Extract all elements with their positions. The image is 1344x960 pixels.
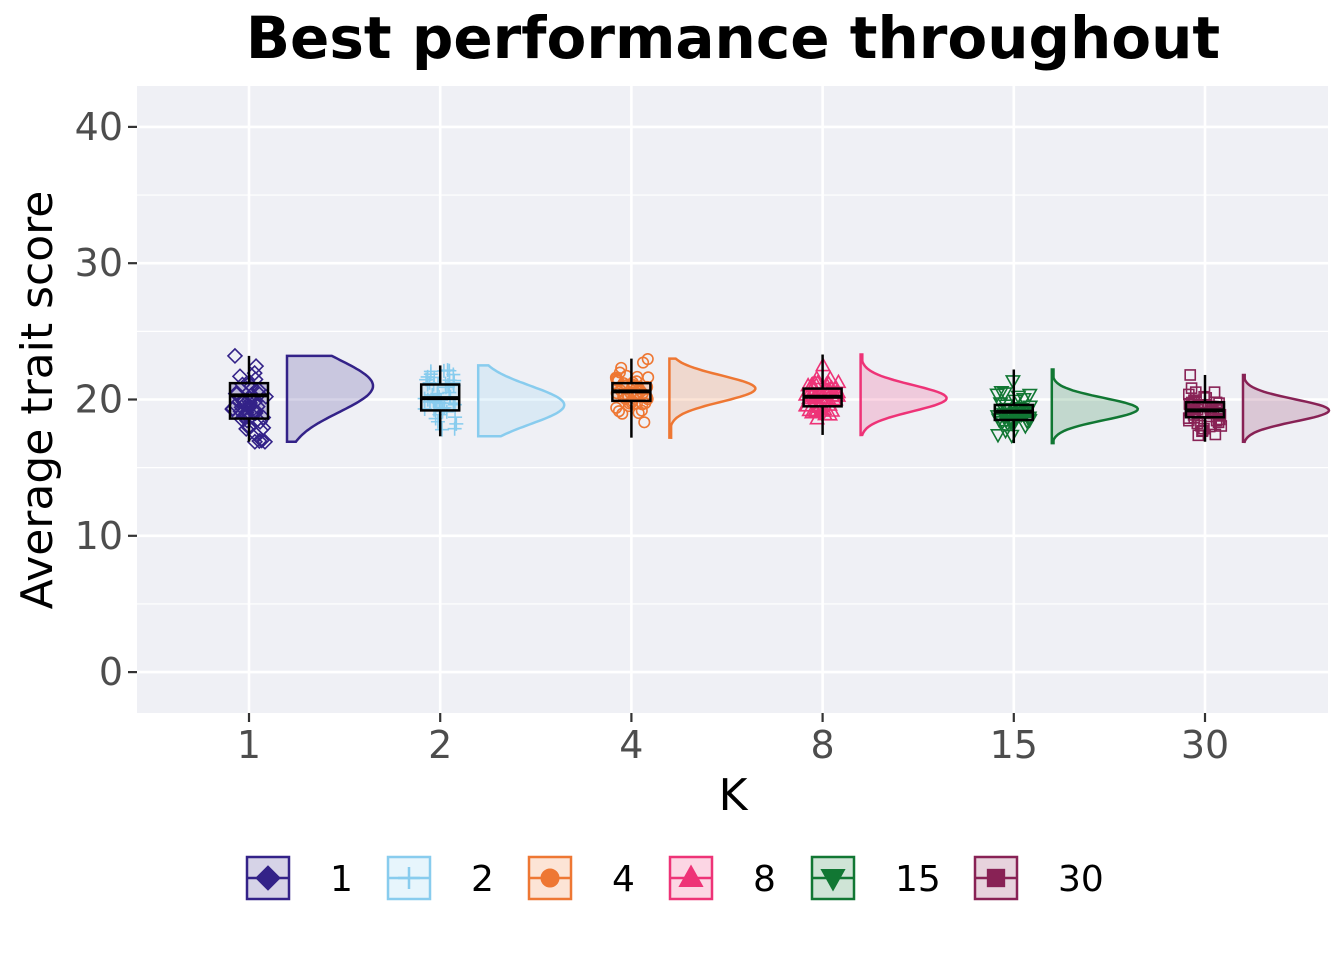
x-tick-label: 8 [811,723,835,767]
density-cloud-1 [285,354,375,444]
marker-triangle-down [989,429,1006,444]
legend-item-1: 1 [245,855,353,901]
marker-diamond [235,391,252,409]
marker-triangle-down [993,386,1010,401]
marker-triangle-down [994,416,1011,431]
marker-triangle-down [999,417,1016,432]
marker-triangle-down [989,388,1006,403]
chart-title: Best performance throughout [246,4,1220,72]
y-axis-label: Average trait score [12,191,63,610]
marker-plus [440,363,455,378]
marker-square [1196,425,1208,438]
marker-square [1215,420,1228,432]
marker-triangle-up [678,864,704,887]
box-1 [228,381,270,420]
marker-triangle-down [1007,394,1024,409]
marker-plus [448,410,463,425]
marker-triangle-up [806,402,823,417]
marker-triangle-up [821,396,838,411]
marker-plus [398,867,420,889]
marker-circle [632,406,645,420]
legend: 1 2 4 8 15 30 [245,855,1104,901]
legend-label: 4 [612,859,635,900]
marker-triangle-down [998,402,1015,418]
marker-plus [422,375,437,390]
marker-triangle-up [824,402,841,417]
marker-plus [449,416,464,431]
marker-square [1209,428,1222,441]
marker-diamond [251,432,268,450]
y-tick-label: 20 [75,378,123,422]
marker-circle [540,868,560,888]
marker-plus [430,414,445,429]
marker-diamond [235,407,253,424]
marker-triangle-down [820,869,846,892]
marker-diamond [246,401,263,419]
legend-item-4: 4 [527,855,635,901]
legend-label: 1 [330,859,353,900]
density-cloud-8 [859,353,948,437]
density-cloud-2 [476,364,566,438]
marker-triangle-down [1008,407,1025,422]
legend-item-30: 30 [973,855,1104,901]
x-axis-label: K [719,770,749,821]
density-cloud-15 [1050,368,1140,445]
density-cloud-4 [668,357,757,439]
marker-circle [612,405,626,418]
legend-label: 8 [753,859,776,900]
x-axis: 1 2 4 8 15 30 [237,713,1229,767]
marker-diamond [233,410,250,428]
y-tick-label: 30 [75,241,123,285]
boxplots [228,354,1226,444]
marker-plus [434,422,449,437]
marker-diamond [253,432,270,449]
density-cloud-30 [1241,373,1331,444]
marker-plus [438,380,453,395]
marker-square [1184,369,1197,381]
marker-diamond [256,433,274,450]
x-tick-label: 4 [619,723,643,767]
marker-triangle-down [1015,392,1032,408]
marker-circle [637,356,650,369]
legend-item-8: 8 [668,855,776,901]
marker-diamond [226,347,244,365]
y-tick-label: 0 [99,650,123,694]
legend-item-2: 2 [386,855,494,901]
marker-square [1192,429,1205,442]
legend-label: 30 [1058,859,1104,900]
x-tick-label: 1 [237,723,261,767]
y-tick-label: 10 [75,514,123,558]
marker-square [986,868,1006,888]
density-clouds [285,353,1331,445]
marker-diamond [255,865,281,891]
marker-circle [616,407,629,420]
marker-triangle-down [1021,388,1038,404]
marker-diamond [247,426,265,443]
x-tick-label: 2 [428,723,452,767]
marker-circle [638,416,651,429]
marker-triangle-down [1019,415,1036,430]
x-tick-label: 30 [1181,723,1229,767]
x-tick-label: 15 [990,723,1038,767]
marker-square [1189,386,1202,398]
legend-label: 15 [895,859,941,900]
marker-triangle-up [822,369,839,385]
y-axis: 0 10 20 30 40 [75,105,137,694]
marker-square [1208,386,1221,399]
legend-item-15: 15 [810,855,941,901]
legend-label: 2 [471,859,494,900]
marker-triangle-up [808,369,825,385]
marker-circle [623,397,636,410]
marker-diamond [241,394,259,412]
y-tick-label: 40 [75,105,123,149]
marker-diamond [224,401,241,418]
marker-circle [635,404,648,417]
marker-square [1185,382,1198,394]
